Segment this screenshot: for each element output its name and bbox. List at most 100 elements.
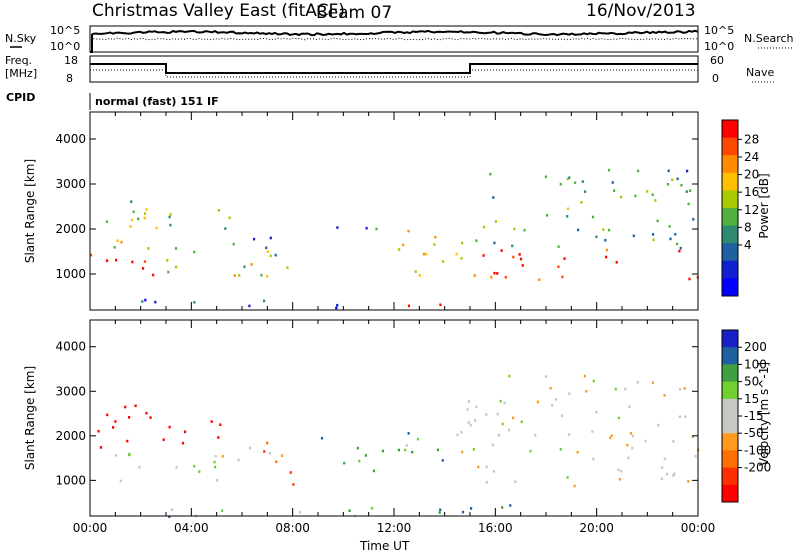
- heatmap-cell: [521, 264, 524, 267]
- noise-right-tick-top: 10^5: [704, 24, 734, 37]
- heatmap-cell: [512, 255, 515, 259]
- heatmap-cell: [559, 182, 562, 186]
- heatmap-cell: [557, 245, 560, 248]
- heatmap-cell: [320, 436, 324, 440]
- power-panel-frame: [89, 111, 699, 311]
- heatmap-cell: [485, 480, 488, 484]
- heatmap-cell: [491, 443, 494, 447]
- heatmap-cell: [90, 253, 93, 257]
- heatmap-cell: [461, 510, 465, 514]
- colorbar-tick-label: 8: [744, 220, 752, 234]
- heatmap-cell: [397, 448, 400, 452]
- heatmap-cell: [591, 215, 595, 219]
- colorbar-segment: [722, 260, 738, 279]
- heatmap-cell: [687, 480, 690, 483]
- heatmap-cell: [416, 437, 420, 441]
- heatmap-cell: [171, 508, 174, 512]
- sky-noise-line: [90, 29, 699, 53]
- power-y-axis-label: Slant Range [km]: [23, 159, 37, 263]
- heatmap-cell: [336, 226, 339, 229]
- heatmap-cell: [678, 249, 681, 253]
- x-tick-label: 00:00: [73, 521, 108, 535]
- colorbar-segment: [722, 416, 738, 434]
- heatmap-cell: [439, 508, 442, 512]
- heatmap-cell: [268, 452, 272, 455]
- heatmap-cell: [154, 300, 157, 304]
- power-x-axis: [89, 112, 699, 310]
- power-y-axis: 1000 2000 3000 4000: [55, 132, 698, 281]
- heatmap-cell: [407, 432, 410, 435]
- search-noise-line: [91, 37, 699, 41]
- heatmap-cell: [503, 401, 506, 405]
- heatmap-cell: [460, 257, 463, 260]
- colorbar-segment: [722, 225, 738, 244]
- heatmap-cell: [169, 213, 172, 216]
- heatmap-cell: [175, 466, 178, 469]
- heatmap-cell: [497, 434, 500, 437]
- heatmap-cell: [496, 272, 499, 275]
- heatmap-cell: [492, 470, 495, 473]
- heatmap-cell: [266, 441, 269, 445]
- heatmap-cell: [691, 435, 694, 438]
- heatmap-cell: [584, 190, 587, 193]
- heatmap-cell: [492, 196, 495, 199]
- heatmap-cell: [644, 439, 647, 443]
- colorbar-tick-label: 4: [744, 238, 752, 252]
- heatmap-cell: [358, 459, 361, 463]
- heatmap-cell: [672, 474, 675, 477]
- heatmap-cell: [646, 190, 649, 193]
- colorbar-segment: [722, 467, 738, 486]
- freq-panel-frame: [89, 55, 699, 83]
- colorbar-segment: [722, 433, 738, 451]
- colorbar-tick-label: -200: [744, 461, 771, 475]
- heatmap-cell: [576, 450, 579, 454]
- heatmap-cell: [687, 202, 690, 206]
- colorbar-tick-label: -15: [744, 409, 764, 423]
- heatmap-cell: [669, 237, 672, 241]
- heatmap-cell: [561, 275, 564, 279]
- heatmap-cell: [144, 298, 147, 302]
- heatmap-cell: [568, 392, 571, 396]
- heatmap-cell: [114, 454, 117, 457]
- heatmap-cell: [213, 460, 216, 464]
- x-tick-label: 20:00: [579, 521, 614, 535]
- heatmap-cell: [461, 241, 464, 245]
- heatmap-cell: [678, 415, 681, 419]
- heatmap-cell: [657, 423, 660, 427]
- heatmap-cell: [120, 240, 123, 244]
- heatmap-cell: [418, 274, 421, 277]
- heatmap-cell: [494, 220, 497, 223]
- heatmap-cell: [336, 303, 339, 307]
- heatmap-cell: [441, 459, 444, 462]
- heatmap-cell: [692, 218, 695, 221]
- y-tick-label: 3000: [55, 177, 86, 191]
- heatmap-cell: [485, 465, 488, 469]
- heatmap-cell: [343, 461, 346, 465]
- heatmap-cell: [112, 426, 115, 429]
- heatmap-cell: [216, 479, 219, 482]
- colorbar-segment: [722, 243, 738, 262]
- heatmap-cell: [500, 249, 503, 252]
- heatmap-cell: [210, 420, 213, 423]
- heatmap-cell: [174, 247, 178, 250]
- heatmap-cell: [493, 241, 496, 245]
- colorbar-segment: [722, 347, 738, 365]
- x-tick-label: 16:00: [478, 521, 513, 535]
- heatmap-cell: [583, 374, 586, 378]
- colorbar-segment: [722, 137, 738, 156]
- heatmap-cell: [166, 259, 169, 262]
- colorbar-tick-label: 200: [744, 340, 767, 354]
- heatmap-cell: [566, 177, 569, 181]
- frequency-line: [90, 63, 698, 74]
- power-heatmap-cells: [90, 168, 699, 310]
- heatmap-cell: [128, 452, 131, 456]
- nave-label: Nave: [746, 66, 774, 79]
- heatmap-cell: [668, 225, 671, 228]
- freq-label-2: [MHz]: [5, 67, 37, 80]
- velocity-x-axis: 00:00 04:00 08:00 12:00 16:00 20:00 00:00: [73, 320, 715, 535]
- heatmap-cell: [634, 194, 637, 198]
- heatmap-cell: [132, 210, 135, 214]
- heatmap-cell: [557, 265, 560, 268]
- heatmap-cell: [97, 429, 100, 433]
- heatmap-cell: [407, 229, 410, 233]
